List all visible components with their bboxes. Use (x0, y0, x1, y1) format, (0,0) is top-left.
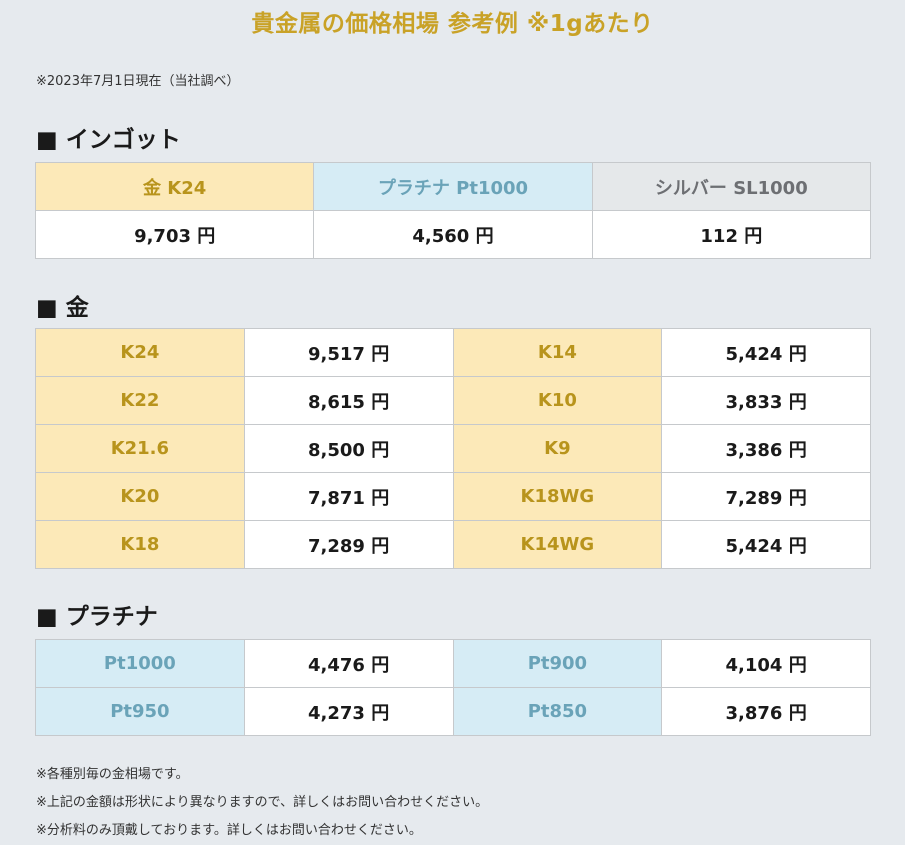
platinum-grade-label: Pt950 (35, 687, 245, 736)
ingot-platinum-price: 4,560 円 (313, 210, 593, 259)
ingot-gold-header: 金 K24 (34, 162, 315, 211)
ingot-platinum-header: プラチナ Pt1000 (313, 162, 593, 211)
ingot-silver-header: シルバー SL1000 (591, 162, 872, 211)
table-row: Pt950 4,273 円 Pt850 3,876 円 (35, 687, 871, 736)
ingot-price-table: 金 K24 プラチナ Pt1000 シルバー SL1000 9,703 円 4,… (34, 162, 872, 259)
platinum-grade-label: Pt1000 (35, 639, 245, 688)
gold-grade-label: K10 (452, 376, 663, 425)
table-row: K24 9,517 円 K14 5,424 円 (35, 328, 871, 377)
ingot-header-row: 金 K24 プラチナ Pt1000 シルバー SL1000 (34, 162, 872, 211)
gold-price-table: K24 9,517 円 K14 5,424 円 K22 8,615 円 K10 … (35, 328, 871, 569)
ingot-gold-price: 9,703 円 (34, 210, 315, 259)
table-row: K21.6 8,500 円 K9 3,386 円 (35, 424, 871, 473)
page-title: 貴金属の価格相場 参考例 ※1gあたり (251, 11, 654, 37)
footnotes: ※各種別毎の金相場です。 ※上記の金額は形状により異なりますので、詳しくはお問い… (36, 761, 488, 845)
footnote: ※上記の金額は形状により異なりますので、詳しくはお問い合わせください。 (36, 795, 489, 810)
platinum-price: 4,476 円 (243, 639, 454, 688)
gold-price: 5,424 円 (661, 520, 871, 569)
table-row: K18 7,289 円 K14WG 5,424 円 (35, 520, 871, 569)
table-row: Pt1000 4,476 円 Pt900 4,104 円 (35, 639, 871, 688)
gold-grade-label: K20 (35, 472, 245, 521)
ingot-heading: ■ インゴット (36, 127, 181, 153)
gold-price: 7,289 円 (243, 520, 454, 569)
gold-price: 3,386 円 (661, 424, 871, 473)
gold-price: 3,833 円 (661, 376, 871, 425)
gold-grade-label: K14 (452, 328, 663, 377)
as-of-date: ※2023年7月1日現在（当社調べ） (36, 74, 240, 89)
platinum-price: 3,876 円 (661, 687, 871, 736)
table-row: K22 8,615 円 K10 3,833 円 (35, 376, 871, 425)
platinum-heading: ■ プラチナ (36, 604, 158, 630)
platinum-grade-label: Pt900 (452, 639, 663, 688)
gold-heading: ■ 金 (36, 295, 89, 321)
gold-price: 7,289 円 (661, 472, 871, 521)
footnote: ※各種別毎の金相場です。 (36, 767, 189, 782)
platinum-grade-label: Pt850 (452, 687, 663, 736)
gold-grade-label: K14WG (452, 520, 663, 569)
table-row: K20 7,871 円 K18WG 7,289 円 (35, 472, 871, 521)
gold-price: 9,517 円 (243, 328, 454, 377)
gold-price: 8,500 円 (243, 424, 454, 473)
platinum-price-table: Pt1000 4,476 円 Pt900 4,104 円 Pt950 4,273… (35, 639, 871, 736)
footnote: ※分析料のみ頂戴しております。詳しくはお問い合わせください。 (36, 823, 422, 838)
gold-price: 8,615 円 (243, 376, 454, 425)
gold-grade-label: K21.6 (35, 424, 245, 473)
ingot-silver-price: 112 円 (591, 210, 872, 259)
gold-grade-label: K18 (35, 520, 245, 569)
gold-grade-label: K9 (452, 424, 663, 473)
gold-grade-label: K18WG (452, 472, 663, 521)
gold-grade-label: K22 (35, 376, 245, 425)
gold-grade-label: K24 (35, 328, 245, 377)
gold-price: 7,871 円 (243, 472, 454, 521)
ingot-price-row: 9,703 円 4,560 円 112 円 (34, 210, 872, 259)
platinum-price: 4,104 円 (661, 639, 871, 688)
platinum-price: 4,273 円 (243, 687, 454, 736)
gold-price: 5,424 円 (661, 328, 871, 377)
